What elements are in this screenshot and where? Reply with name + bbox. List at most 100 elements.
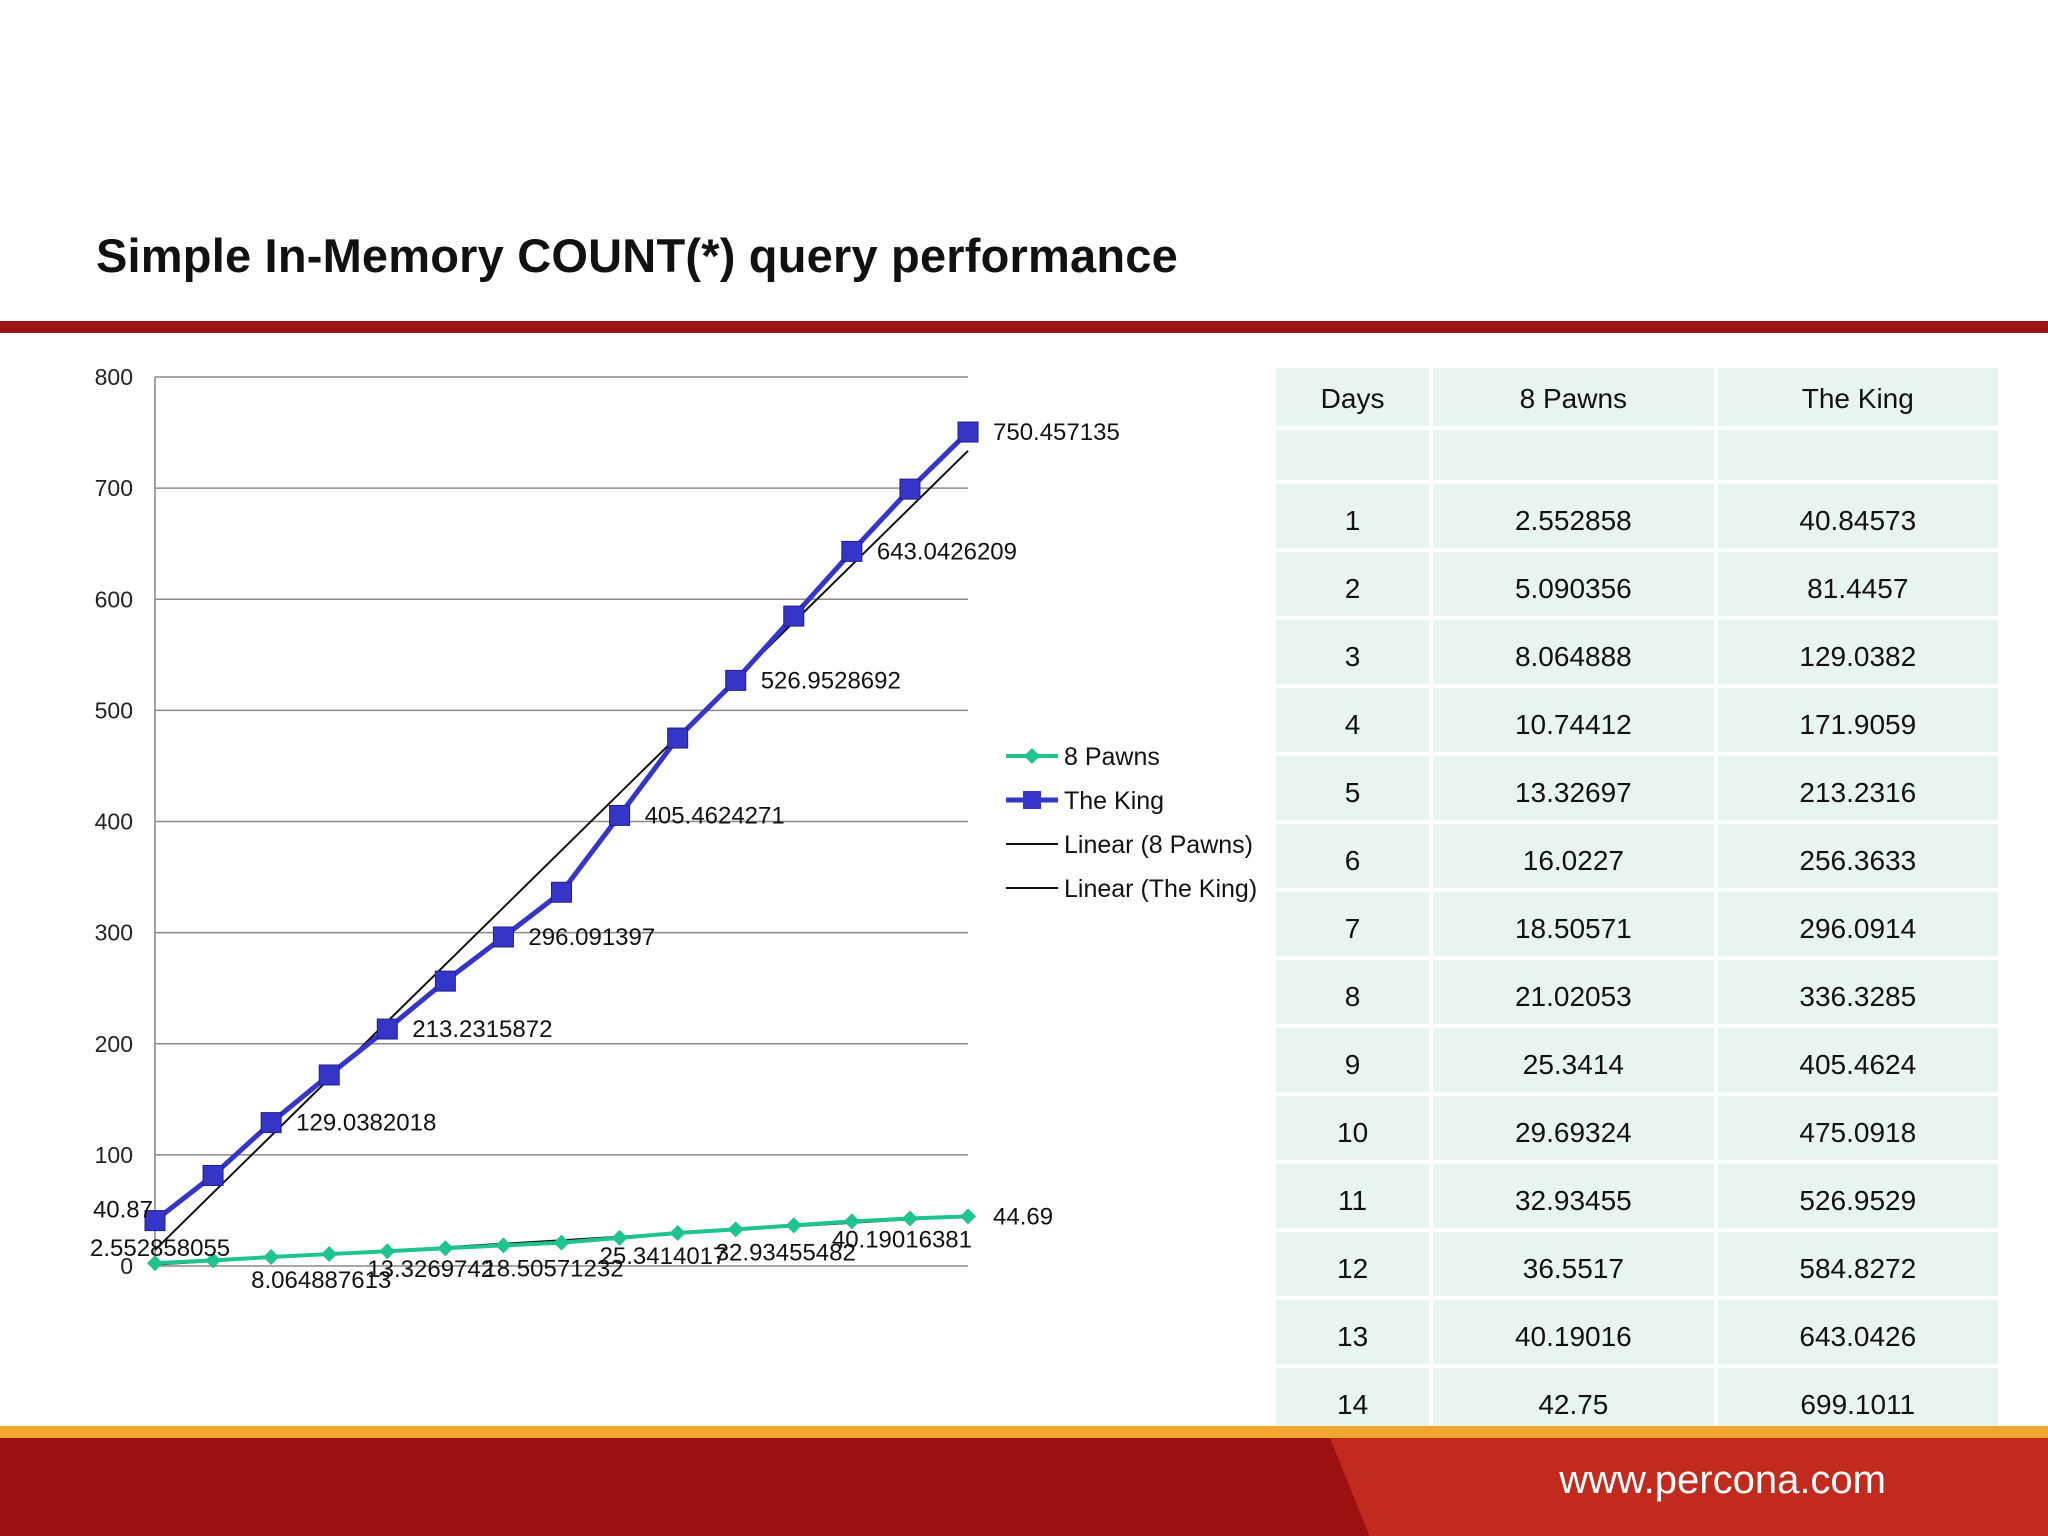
cell-8-pawns: 13.32697: [1433, 756, 1714, 820]
header-the-king: The King: [1717, 368, 1998, 426]
data-point-8-pawns: [379, 1243, 396, 1260]
table-row: 12 36.5517 584.8272: [1276, 1232, 1998, 1296]
table-row: 6 16.0227 256.3633: [1276, 824, 1998, 888]
data-point-the-king: [783, 605, 805, 627]
data-point-8-pawns: [205, 1252, 222, 1269]
data-label: 25.3414017: [600, 1243, 727, 1270]
cell-the-king: 129.0382: [1717, 620, 1998, 684]
data-point-8-pawns: [495, 1237, 512, 1254]
cell-day: 8: [1276, 960, 1430, 1024]
legend-marker: [1023, 791, 1041, 809]
cell-day: 12: [1276, 1232, 1430, 1296]
cell-day: 6: [1276, 824, 1430, 888]
cell-8-pawns: 36.5517: [1433, 1232, 1714, 1296]
data-label: 8.064887613: [251, 1267, 391, 1294]
data-label: 32.93455482: [716, 1239, 856, 1266]
table-row: 3 8.064888 129.0382: [1276, 620, 1998, 684]
cell-the-king: 584.8272: [1717, 1232, 1998, 1296]
cell-the-king: 213.2316: [1717, 756, 1998, 820]
cell-day: 2: [1276, 552, 1430, 616]
cell-8-pawns: 10.74412: [1433, 688, 1714, 752]
data-label: 44.69: [993, 1203, 1053, 1230]
y-tick-label: 200: [95, 1031, 133, 1057]
table-row: 11 32.93455 526.9529: [1276, 1164, 1998, 1228]
cell-the-king: 81.4457: [1717, 552, 1998, 616]
data-label: 213.2315872: [412, 1016, 552, 1043]
data-label: 643.0426209: [877, 538, 1017, 565]
cell-day: 14: [1276, 1368, 1430, 1432]
y-tick-label: 400: [95, 809, 133, 835]
legend-label: 8 Pawns: [1064, 743, 1160, 771]
cell-the-king: 526.9529: [1717, 1164, 1998, 1228]
data-point-the-king: [144, 1210, 166, 1232]
cell-the-king: 296.0914: [1717, 892, 1998, 956]
data-point-the-king: [434, 970, 456, 992]
cell-8-pawns: 8.064888: [1433, 620, 1714, 684]
cell-8-pawns: 21.02053: [1433, 960, 1714, 1024]
data-point-8-pawns: [263, 1249, 280, 1266]
data-label: 526.9528692: [761, 667, 901, 694]
data-table-panel: Days 8 Pawns The King 1 2.552858 40.84573 2…: [1272, 364, 2002, 1504]
data-label: 13.3269742: [367, 1256, 494, 1283]
y-tick-label: 0: [120, 1253, 133, 1279]
cell-8-pawns: 18.50571: [1433, 892, 1714, 956]
table-row: 9 25.3414 405.4624: [1276, 1028, 1998, 1092]
cell-the-king: 475.0918: [1717, 1096, 1998, 1160]
data-point-the-king: [667, 727, 689, 749]
table-row: 14 42.75 699.1011: [1276, 1368, 1998, 1432]
y-tick-label: 300: [95, 920, 133, 946]
cell-the-king: 40.84573: [1717, 484, 1998, 548]
cell-8-pawns: 40.19016: [1433, 1300, 1714, 1364]
cell-day: 9: [1276, 1028, 1430, 1092]
table-row: 4 10.74412 171.9059: [1276, 688, 1998, 752]
header-8-pawns: 8 Pawns: [1433, 368, 1714, 426]
footer-band: [0, 1438, 2048, 1536]
data-label: 18.50571232: [483, 1255, 623, 1282]
legend-marker: [1024, 748, 1040, 764]
data-point-the-king: [899, 478, 921, 500]
cell-day: 13: [1276, 1300, 1430, 1364]
table-spacer-row: [1276, 430, 1998, 480]
footer-url: www.percona.com: [1559, 1458, 1886, 1502]
data-point-8-pawns: [901, 1210, 918, 1227]
table-body: 1 2.552858 40.84573 2 5.090356 81.4457 3 8.0648…: [1276, 430, 1998, 1500]
y-tick-label: 500: [95, 697, 133, 723]
table-header-row: Days 8 Pawns The King: [1276, 368, 1998, 426]
data-point-8-pawns: [553, 1234, 570, 1251]
cell-day: 5: [1276, 756, 1430, 820]
data-point-8-pawns: [669, 1225, 686, 1242]
data-label: 40.19016381: [832, 1226, 972, 1253]
data-point-the-king: [609, 804, 631, 826]
legend-label: Linear (8 Pawns): [1064, 831, 1253, 859]
y-tick-label: 800: [95, 364, 133, 390]
table-row: 10 29.69324 475.0918: [1276, 1096, 1998, 1160]
performance-line-chart: 0 100 200 300 400 500 600 700 800 40.87 129.038201…: [90, 364, 1257, 1294]
data-table: Days 8 Pawns The King 1 2.552858 40.84573 2…: [1272, 364, 2002, 1504]
data-point-the-king: [492, 926, 514, 948]
cell-the-king: 171.9059: [1717, 688, 1998, 752]
table-row: 13 40.19016 643.0426: [1276, 1300, 1998, 1364]
data-point-the-king: [841, 540, 863, 562]
legend-label: Linear (The King): [1064, 875, 1257, 903]
cell-8-pawns: 32.93455: [1433, 1164, 1714, 1228]
cell-day: 3: [1276, 620, 1430, 684]
footer-stripe: [0, 1426, 2048, 1438]
cell-the-king: 405.4624: [1717, 1028, 1998, 1092]
data-point-the-king: [260, 1112, 282, 1134]
y-tick-label: 100: [95, 1142, 133, 1168]
data-point-8-pawns: [321, 1246, 338, 1263]
cell-the-king: 699.1011: [1717, 1368, 1998, 1432]
cell-the-king: 336.3285: [1717, 960, 1998, 1024]
table-row: 7 18.50571 296.0914: [1276, 892, 1998, 956]
legend-label: The King: [1064, 787, 1164, 815]
y-tick-label: 600: [95, 586, 133, 612]
cell-8-pawns: 42.75: [1433, 1368, 1714, 1432]
cell-8-pawns: 2.552858: [1433, 484, 1714, 548]
data-point-8-pawns: [960, 1208, 976, 1225]
table-row: 5 13.32697 213.2316: [1276, 756, 1998, 820]
slide-title: Simple In-Memory COUNT(*) query performa…: [96, 229, 1178, 282]
data-point-8-pawns: [727, 1221, 744, 1238]
data-point-8-pawns: [785, 1217, 802, 1234]
cell-8-pawns: 25.3414: [1433, 1028, 1714, 1092]
cell-the-king: 256.3633: [1717, 824, 1998, 888]
